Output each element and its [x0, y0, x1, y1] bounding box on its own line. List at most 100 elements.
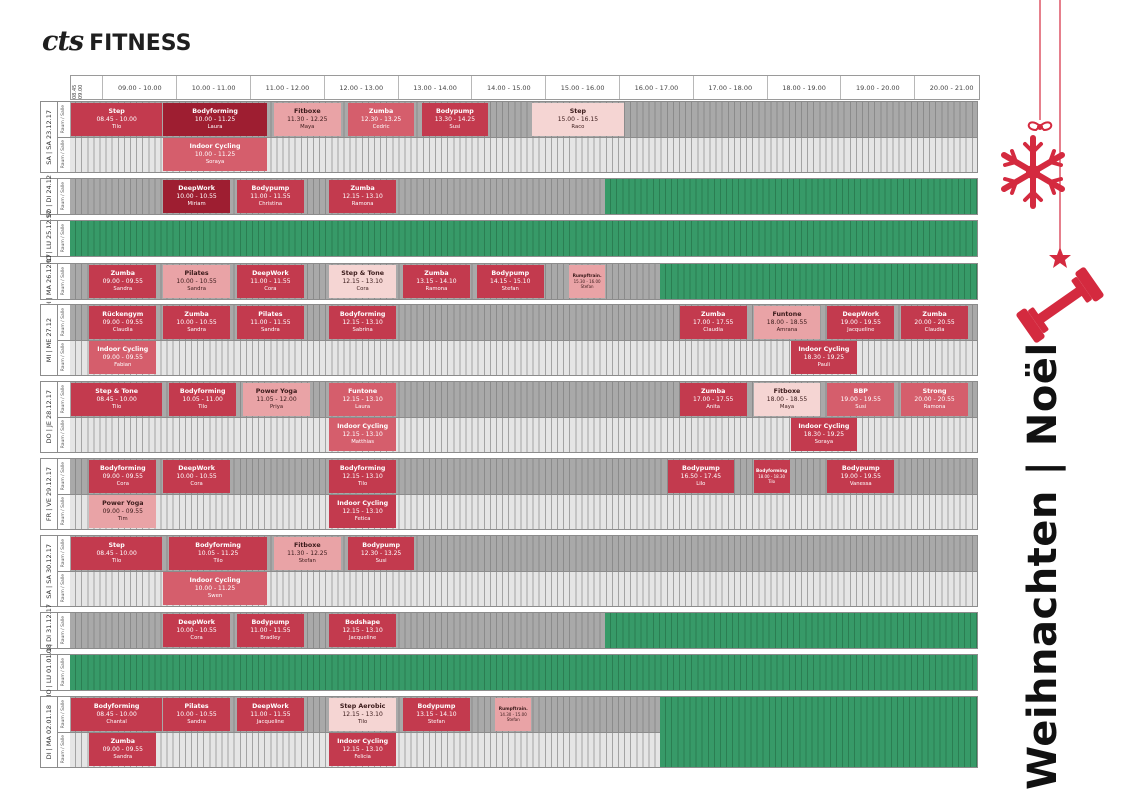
class-session[interactable]: Fitboxe 11.30 - 12.25 Maya	[273, 103, 341, 136]
class-name: Bodyforming	[192, 108, 238, 115]
class-session[interactable]: Zumba 12.30 - 13.25 Cedric	[347, 103, 415, 136]
time-slot-header: 13.00 - 14.00	[397, 76, 472, 99]
class-session[interactable]: DeepWork 19.00 - 19.55 Jacqueline	[827, 306, 895, 339]
class-instructor: Tilo	[358, 719, 368, 725]
class-session[interactable]: Bodyforming 08.45 - 10.00 Chantal	[71, 698, 163, 731]
class-name: Bodypump	[362, 542, 400, 549]
class-time: 09.00 - 09.55	[102, 508, 143, 515]
class-session[interactable]: Zumba 09.00 - 09.55 Sandra	[89, 733, 157, 766]
class-name: Power Yoga	[102, 500, 144, 507]
class-time: 10.05 - 11.00	[182, 396, 223, 403]
class-instructor: Fetica	[354, 516, 371, 522]
closed-period	[605, 179, 977, 214]
class-time: 10.00 - 10.55	[176, 473, 217, 480]
class-session[interactable]: Pilates 11.00 - 11.55 Sandra	[237, 306, 304, 339]
class-time: 18.00 - 18.30	[758, 474, 786, 480]
class-session[interactable]: DeepWork 11.00 - 11.55 Jacqueline	[237, 698, 304, 731]
class-session[interactable]: Funtone 18.00 - 18.55 Amrana	[753, 306, 821, 339]
class-session[interactable]: Bodyforming 09.00 - 09.55 Cora	[89, 460, 157, 493]
room-label: Raum / Salle	[61, 343, 66, 372]
class-name: Zumba	[184, 311, 209, 318]
class-name: Bodypump	[435, 108, 474, 115]
class-session[interactable]: Rumpftrain. 14.30 - 15.00 Stefan	[495, 698, 532, 731]
class-session[interactable]: Bodypump 11.00 - 11.55 Christina	[237, 180, 304, 213]
class-session[interactable]: DeepWork 10.00 - 10.55 Miriam	[163, 180, 230, 213]
day-block: MO | LU 01.01.18 Raum / Salle	[40, 644, 978, 701]
class-session[interactable]: Step 08.45 - 10.00 Tilo	[71, 103, 163, 136]
class-session[interactable]: Zumba 17.00 - 17.55 Claudia	[679, 306, 747, 339]
class-session[interactable]: Bodshape 12.15 - 13.10 Jacqueline	[329, 614, 396, 647]
day-label: SA | SA 30.12.17	[41, 536, 58, 606]
class-session[interactable]: BBP 19.00 - 19.55 Susi	[827, 383, 895, 416]
day-block: DI | MA 02.01.18 Raum / Salle Raum / Salle…	[40, 696, 978, 768]
day-label: FR | VE 29.12.17	[41, 459, 58, 529]
class-session[interactable]: DeepWork 10.00 - 10.55 Cora	[163, 460, 230, 493]
class-session[interactable]: Indoor Cycling 18.30 - 19.25 Soraya	[790, 418, 858, 451]
class-name: Indoor Cycling	[798, 346, 850, 353]
class-session[interactable]: Zumba 20.00 - 20.55 Claudia	[901, 306, 968, 339]
class-session[interactable]: Indoor Cycling 10.00 - 11.25 Swen	[163, 572, 267, 605]
class-session[interactable]: Bodyforming 10.05 - 11.00 Tilo	[169, 383, 237, 416]
class-session[interactable]: Bodypump 11.00 - 11.55 Bradley	[237, 614, 304, 647]
class-session[interactable]: Step 15.00 - 16.15 Raco	[532, 103, 624, 136]
class-session[interactable]: DeepWork 11.00 - 11.55 Cora	[237, 265, 304, 298]
class-name: DeepWork	[178, 465, 215, 472]
class-instructor: Susi	[855, 404, 867, 410]
class-session[interactable]: Indoor Cycling 12.15 - 13.10 Fetica	[329, 495, 396, 528]
class-session[interactable]: Zumba 13.15 - 14.10 Ramona	[403, 265, 470, 298]
class-session[interactable]: Step 08.45 - 10.00 Tilo	[71, 537, 163, 570]
class-session[interactable]: DeepWork 10.00 - 10.55 Cora	[163, 614, 230, 647]
class-session[interactable]: Indoor Cycling 09.00 - 09.55 Fabian	[89, 341, 157, 374]
class-name: Bodyforming	[93, 703, 140, 710]
class-name: Step Aerobic	[339, 703, 386, 710]
class-session[interactable]: Bodyforming 10.05 - 11.25 Tilo	[169, 537, 267, 570]
class-session[interactable]: Indoor Cycling 10.00 - 11.25 Soraya	[163, 138, 267, 171]
class-session[interactable]: Bodyforming 18.00 - 18.30 Tilo	[753, 460, 790, 493]
class-session[interactable]: Strong 20.00 - 20.55 Ramona	[901, 383, 968, 416]
class-session[interactable]: Bodypump 13.15 - 14.10 Stefan	[403, 698, 470, 731]
class-session[interactable]: Bodypump 19.00 - 19.55 Vanessa	[827, 460, 895, 493]
class-session[interactable]: Power Yoga 11.05 - 12.00 Priya	[243, 383, 310, 416]
class-name: Zumba	[110, 738, 135, 745]
class-session[interactable]: Step & Tone 12.15 - 13.10 Cora	[329, 265, 396, 298]
class-time: 18.00 - 18.55	[766, 396, 808, 403]
class-session[interactable]: Funtone 12.15 - 13.10 Laura	[329, 383, 396, 416]
class-time: 12.15 - 13.10	[342, 473, 383, 480]
class-session[interactable]: Zumba 17.00 - 17.55 Anita	[679, 383, 747, 416]
class-name: DeepWork	[178, 185, 215, 192]
class-session[interactable]: Step & Tone 08.45 - 10.00 Tilo	[71, 383, 163, 416]
class-session[interactable]: Bodyforming 10.00 - 11.25 Laura	[163, 103, 267, 136]
time-slot-header: 18.00 - 19.00	[766, 76, 841, 99]
class-instructor: Pauli	[817, 362, 831, 368]
class-instructor: Cora	[190, 481, 203, 487]
class-session[interactable]: Pilates 10.00 - 10.55 Sandra	[163, 265, 230, 298]
class-session[interactable]: Bodyforming 12.15 - 13.10 Sabrina	[329, 306, 396, 339]
class-session[interactable]: Fitboxe 18.00 - 18.55 Maya	[753, 383, 821, 416]
class-session[interactable]: Bodypump 13.30 - 14.25 Susi	[421, 103, 489, 136]
class-session[interactable]: Zumba 12.15 - 13.10 Ramona	[329, 180, 396, 213]
class-session[interactable]: Rumpftrain. 15.30 - 16.00 Stefan	[569, 265, 606, 298]
class-session[interactable]: Bodyforming 12.15 - 13.10 Tilo	[329, 460, 396, 493]
class-session[interactable]: Zumba 10.00 - 10.55 Sandra	[163, 306, 230, 339]
class-time: 11.30 - 12.25	[287, 550, 328, 557]
class-instructor: Sandra	[187, 286, 206, 292]
class-session[interactable]: Indoor Cycling 12.15 - 13.10 Felicia	[329, 733, 396, 766]
class-instructor: Ramona	[923, 404, 946, 410]
class-time: 08.45 - 10.00	[96, 396, 137, 403]
class-instructor: Tilo	[768, 479, 776, 485]
class-session[interactable]: Pilates 10.00 - 10.55 Sandra	[163, 698, 230, 731]
class-session[interactable]: Power Yoga 09.00 - 09.55 Tim	[89, 495, 157, 528]
class-instructor: Tilo	[111, 124, 122, 130]
class-session[interactable]: Step Aerobic 12.15 - 13.10 Tilo	[329, 698, 396, 731]
room-label: Raum / Salle	[61, 105, 66, 134]
class-session[interactable]: Bodypump 16.50 - 17.45 Lilo	[667, 460, 735, 493]
class-session[interactable]: Indoor Cycling 12.15 - 13.10 Matthias	[329, 418, 396, 451]
class-instructor: Tim	[117, 516, 128, 522]
class-session[interactable]: Zumba 09.00 - 09.55 Sandra	[89, 265, 157, 298]
class-session[interactable]: Bodypump 14.15 - 15.10 Stefan	[476, 265, 544, 298]
class-session[interactable]: Rückengym 09.00 - 09.55 Claudia	[89, 306, 157, 339]
day-block: MO | LU 25.12.17 Raum / Salle	[40, 210, 978, 267]
class-session[interactable]: Indoor Cycling 18.30 - 19.25 Pauli	[790, 341, 858, 374]
class-session[interactable]: Bodypump 12.30 - 13.25 Susi	[347, 537, 415, 570]
class-session[interactable]: Fitboxe 11.30 - 12.25 Stefan	[273, 537, 341, 570]
